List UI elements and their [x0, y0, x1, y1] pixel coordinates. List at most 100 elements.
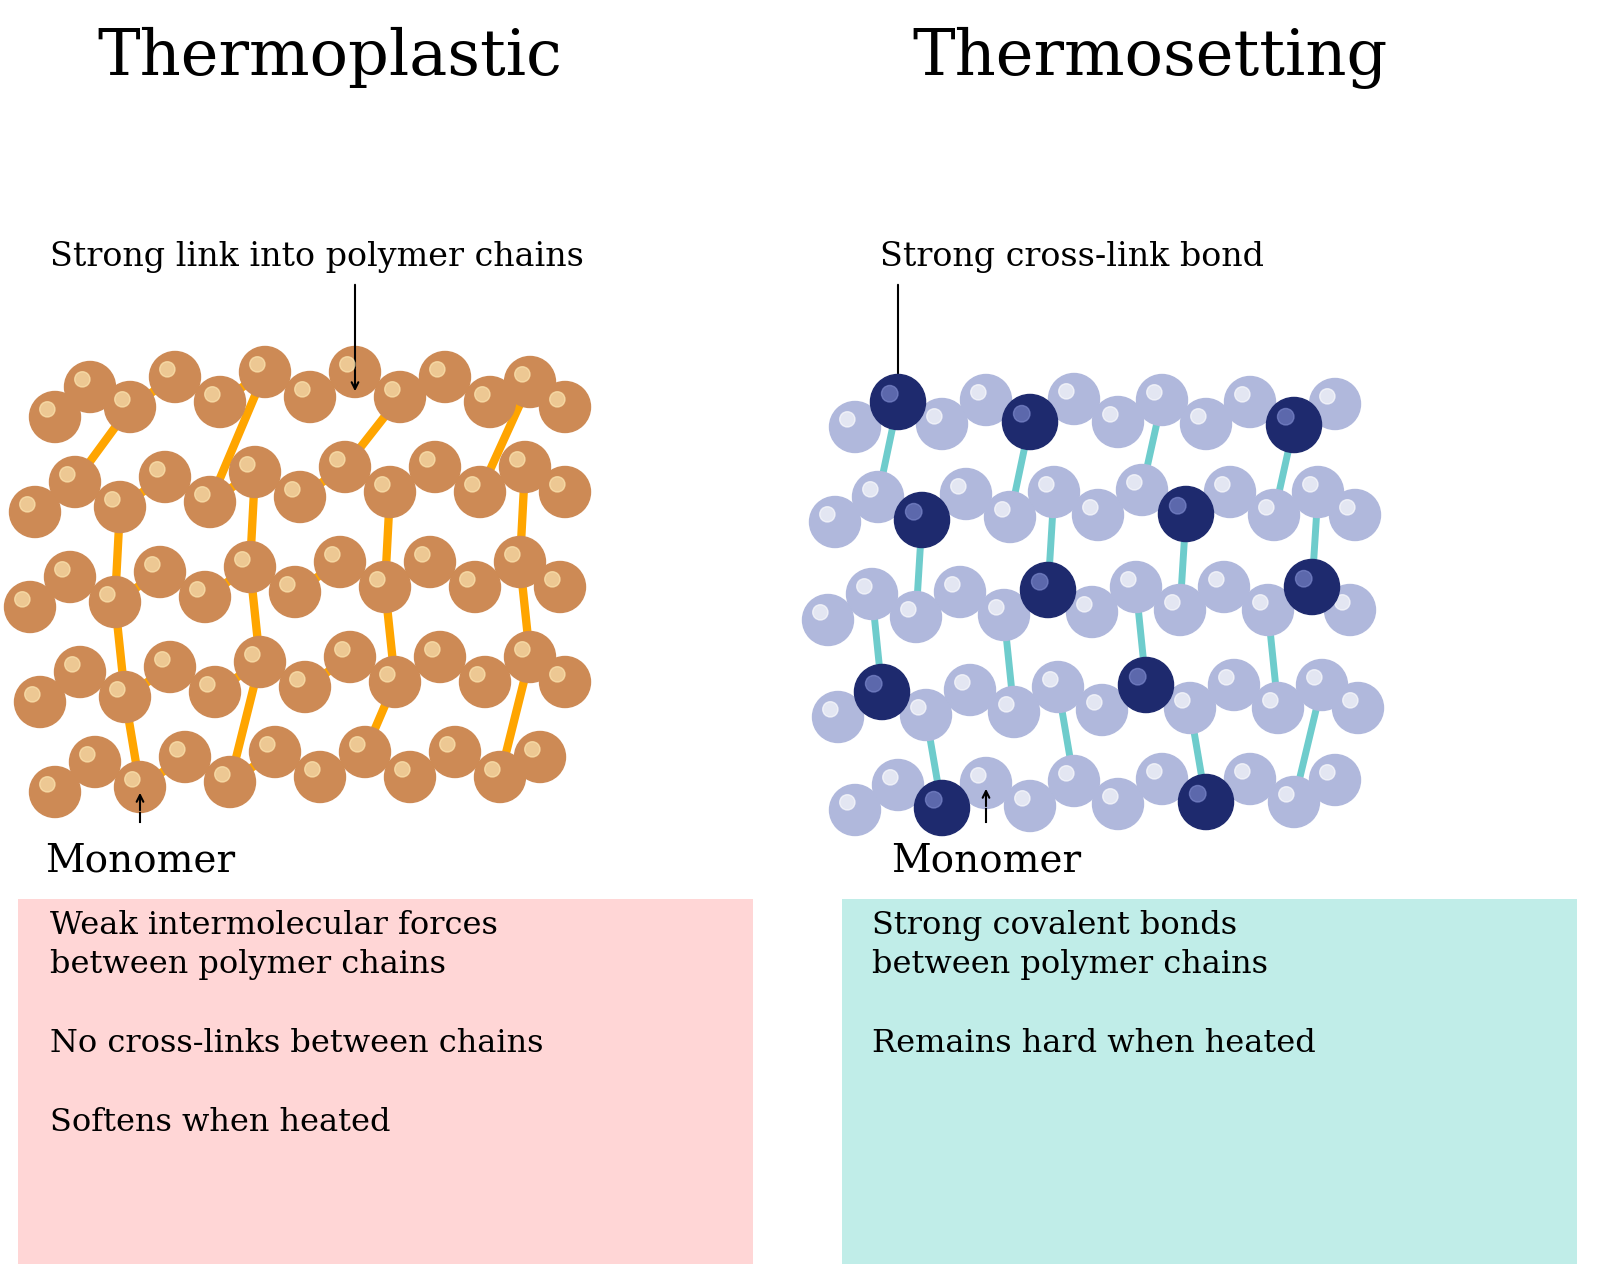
Circle shape [840, 795, 854, 810]
Circle shape [405, 536, 456, 587]
Text: Monomer: Monomer [891, 842, 1082, 879]
Circle shape [40, 777, 54, 792]
Circle shape [475, 387, 490, 403]
Circle shape [69, 736, 120, 787]
Circle shape [1269, 400, 1320, 450]
Circle shape [494, 536, 546, 587]
Circle shape [1120, 659, 1171, 710]
Circle shape [195, 487, 210, 503]
Circle shape [1067, 586, 1117, 637]
Circle shape [459, 572, 475, 587]
Circle shape [829, 785, 880, 836]
Text: Weak intermolecular forces
between polymer chains

No cross-links between chains: Weak intermolecular forces between polym… [50, 910, 544, 1138]
Circle shape [853, 472, 904, 523]
Circle shape [1248, 490, 1299, 541]
Circle shape [139, 451, 190, 503]
Circle shape [1296, 570, 1312, 587]
Circle shape [891, 591, 941, 642]
Circle shape [1342, 692, 1358, 708]
Circle shape [896, 495, 947, 546]
Circle shape [906, 504, 922, 520]
Circle shape [1093, 778, 1144, 829]
Circle shape [150, 462, 165, 477]
Circle shape [1208, 659, 1259, 710]
Circle shape [64, 362, 115, 413]
Circle shape [1235, 764, 1250, 779]
Circle shape [515, 732, 565, 782]
Circle shape [984, 491, 1035, 542]
Circle shape [285, 372, 336, 423]
Circle shape [941, 468, 992, 519]
Circle shape [45, 551, 96, 603]
FancyBboxPatch shape [18, 899, 754, 1264]
Circle shape [813, 691, 864, 742]
Circle shape [1307, 669, 1322, 685]
Circle shape [1320, 388, 1334, 404]
Circle shape [144, 556, 160, 572]
Circle shape [99, 672, 150, 723]
Circle shape [1259, 500, 1274, 515]
Circle shape [1205, 467, 1256, 518]
Circle shape [539, 656, 590, 708]
Circle shape [1072, 490, 1123, 541]
Circle shape [104, 492, 120, 506]
Circle shape [1110, 562, 1162, 613]
Circle shape [160, 362, 174, 377]
Circle shape [149, 351, 200, 403]
Circle shape [515, 642, 530, 656]
Circle shape [229, 446, 280, 497]
Circle shape [315, 536, 365, 587]
Circle shape [365, 467, 416, 518]
Circle shape [1190, 409, 1206, 424]
Circle shape [1181, 399, 1232, 450]
Text: Monomer: Monomer [45, 842, 235, 879]
Circle shape [485, 762, 499, 777]
Circle shape [1136, 374, 1187, 426]
Circle shape [1333, 682, 1384, 733]
Circle shape [1170, 497, 1186, 514]
Circle shape [179, 572, 230, 623]
Circle shape [504, 356, 555, 408]
Circle shape [1158, 486, 1213, 541]
Circle shape [550, 392, 565, 406]
Circle shape [370, 572, 386, 587]
Circle shape [320, 441, 371, 492]
Circle shape [856, 667, 907, 718]
Circle shape [90, 577, 141, 627]
Circle shape [1181, 777, 1232, 827]
Circle shape [979, 590, 1029, 641]
Circle shape [1219, 669, 1234, 685]
Circle shape [867, 677, 882, 692]
Circle shape [259, 737, 275, 753]
Circle shape [1214, 477, 1230, 492]
Circle shape [504, 546, 520, 562]
Circle shape [1296, 572, 1312, 587]
Circle shape [525, 742, 541, 756]
Circle shape [510, 451, 525, 467]
Circle shape [1309, 378, 1360, 429]
Circle shape [950, 478, 966, 494]
Circle shape [934, 567, 986, 618]
Circle shape [470, 667, 485, 682]
Circle shape [1032, 573, 1048, 590]
Circle shape [846, 568, 898, 619]
Circle shape [50, 456, 101, 508]
Circle shape [1330, 490, 1381, 541]
Circle shape [384, 751, 435, 803]
Text: Strong covalent bonds
between polymer chains

Remains hard when heated: Strong covalent bonds between polymer ch… [872, 910, 1315, 1059]
Text: Thermosetting: Thermosetting [912, 27, 1387, 88]
Circle shape [464, 377, 515, 427]
Circle shape [989, 600, 1005, 615]
Circle shape [464, 477, 480, 492]
Circle shape [866, 676, 882, 692]
Circle shape [998, 696, 1014, 712]
Circle shape [894, 492, 949, 547]
Circle shape [1086, 695, 1102, 710]
Circle shape [1029, 467, 1080, 518]
Circle shape [854, 664, 909, 719]
FancyBboxPatch shape [842, 899, 1578, 1264]
Circle shape [1022, 564, 1074, 615]
Circle shape [245, 646, 259, 662]
Circle shape [1296, 659, 1347, 710]
Circle shape [882, 386, 898, 403]
